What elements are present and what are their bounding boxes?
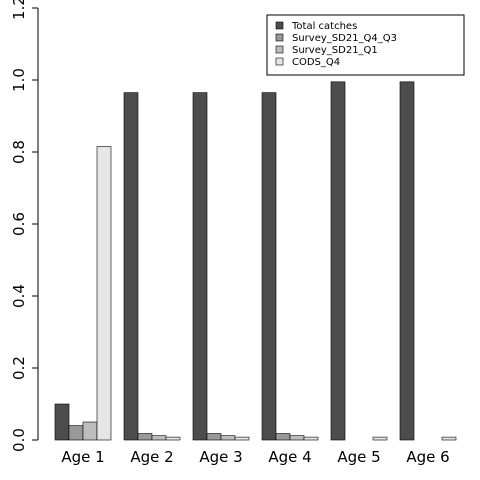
bars <box>54 81 457 441</box>
bar-cods-q4-1 <box>96 146 112 441</box>
legend-box <box>266 14 465 76</box>
bar-total-catches-2 <box>123 92 139 441</box>
bar-survey-sd21-q4-q3-2 <box>137 433 153 441</box>
x-category-label: Age 4 <box>268 448 311 466</box>
x-category-label: Age 5 <box>337 448 380 466</box>
y-tick-label: 0.2 <box>10 356 28 380</box>
bar-cods-q4-2 <box>165 436 181 441</box>
bar-total-catches-4 <box>261 92 277 441</box>
y-tick-label: 0.6 <box>10 212 28 236</box>
y-tick-label: 0.4 <box>10 284 28 308</box>
x-category-label: Age 2 <box>130 448 173 466</box>
bar-cods-q4-6 <box>441 436 457 441</box>
bar-survey-sd21-q1-4 <box>289 435 305 441</box>
bar-survey-sd21-q1-3 <box>220 435 236 441</box>
bar-survey-sd21-q4-q3-1 <box>68 425 84 441</box>
x-axis-labels: Age 1 Age 2 Age 3 Age 4 Age 5 Age 6 <box>61 448 449 466</box>
bar-cods-q4-3 <box>234 436 250 441</box>
bar-total-catches-5 <box>330 81 346 441</box>
bar-cods-q4-5 <box>372 436 388 441</box>
bar-survey-sd21-q4-q3-4 <box>275 433 291 441</box>
legend-label: Survey_SD21_Q1 <box>292 45 378 56</box>
y-tick-label: 0.8 <box>10 140 28 164</box>
bar-total-catches-3 <box>192 92 208 441</box>
x-category-label: Age 3 <box>199 448 242 466</box>
legend-swatch <box>275 57 284 66</box>
bar-total-catches-1 <box>54 403 70 441</box>
bar-survey-sd21-q1-2 <box>151 435 167 441</box>
legend-label: Total catches <box>291 21 357 32</box>
legend: Total catchesSurvey_SD21_Q4_Q3Survey_SD2… <box>266 14 465 76</box>
bar-cods-q4-4 <box>303 436 319 441</box>
y-tick-label: 1.0 <box>10 68 28 92</box>
x-category-label: Age 6 <box>406 448 449 466</box>
legend-swatch <box>275 45 284 54</box>
legend-swatch <box>275 21 284 30</box>
legend-label: CODS_Q4 <box>292 57 340 68</box>
legend-label: Survey_SD21_Q4_Q3 <box>292 33 397 44</box>
y-tick-label: 0.0 <box>10 428 28 452</box>
x-category-label: Age 1 <box>61 448 104 466</box>
y-axis: 0.0 0.2 0.4 0.6 0.8 1.0 1.2 <box>10 0 39 452</box>
bar-survey-sd21-q1-1 <box>82 421 98 441</box>
bar-total-catches-6 <box>399 81 415 441</box>
bar-survey-sd21-q4-q3-3 <box>206 433 222 441</box>
legend-swatch <box>275 33 284 42</box>
y-tick-label: 1.2 <box>10 0 28 20</box>
